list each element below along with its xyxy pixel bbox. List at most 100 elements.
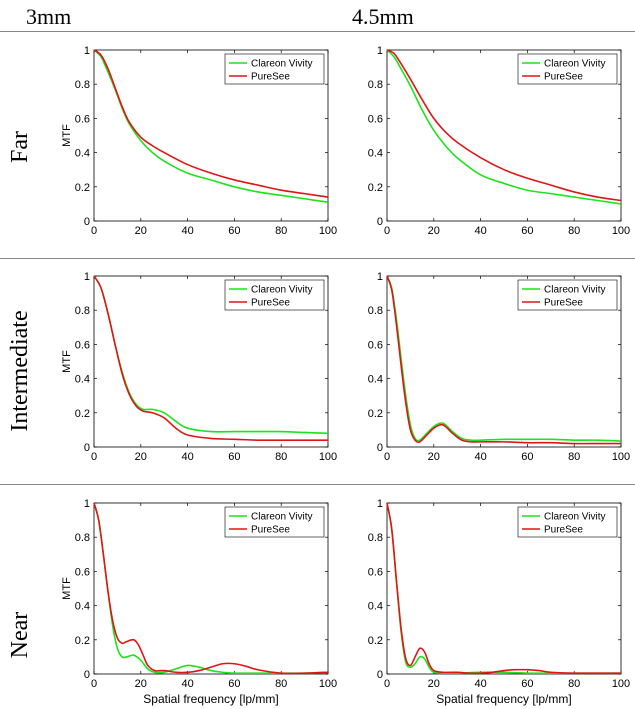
y-tick-label: 0: [377, 216, 383, 228]
x-tick-label: 20: [135, 225, 147, 237]
x-tick-label: 20: [428, 678, 440, 690]
series-line-puresee: [93, 502, 329, 675]
x-tick-label: 0: [91, 225, 97, 237]
y-tick-label: 0.6: [75, 339, 90, 351]
x-tick-label: 0: [384, 225, 390, 237]
y-tick-label: 0.8: [75, 532, 90, 544]
x-tick-label: 80: [568, 451, 580, 463]
y-tick-label: 0: [84, 216, 90, 228]
y-tick-label: 0.6: [368, 113, 383, 125]
legend-label-clareon-vivity: Clareon Vivity: [251, 285, 313, 296]
y-tick-label: 0.2: [368, 408, 383, 420]
legend-label-puresee: PureSee: [544, 298, 583, 309]
series-line-puresee: [386, 502, 621, 675]
series-line-clareon-vivity: [386, 49, 622, 205]
legend: Clareon Vivity PureSee: [224, 506, 325, 538]
y-tick-label: 1: [377, 498, 383, 510]
y-tick-label: 0.2: [75, 182, 90, 194]
x-tick-label: 20: [135, 451, 147, 463]
x-axis-label: Spatial frequency [lp/mm]: [436, 692, 571, 706]
series-line-puresee: [386, 275, 621, 445]
chart-intermediate-3mm: 0 20 40 60 80 100 0 0.2 0.4 0.6 0.8 1 MTF Clareon Viv…: [61, 271, 337, 463]
y-tick-label: 0.8: [75, 79, 90, 91]
y-tick-label: 0: [84, 669, 90, 681]
x-tick-label: 40: [181, 225, 193, 237]
y-tick-label: 0.2: [75, 635, 90, 647]
y-tick-label: 0: [377, 442, 383, 454]
y-tick-label: 0.8: [75, 305, 90, 317]
y-tick-label: 0: [84, 442, 90, 454]
legend: Clareon Vivity PureSee: [517, 506, 618, 538]
legend-box: [517, 506, 618, 538]
x-tick-label: 40: [181, 678, 193, 690]
x-tick-label: 40: [474, 451, 486, 463]
x-tick-label: 60: [228, 678, 240, 690]
legend: Clareon Vivity PureSee: [517, 53, 618, 85]
series-line-clareon-vivity: [386, 275, 622, 442]
y-tick-label: 0.4: [368, 374, 383, 386]
divider-far-intermediate: [0, 258, 635, 259]
column-header-3mm: 3mm: [26, 4, 72, 29]
chart-intermediate-4.5mm: 0 20 40 60 80 100 0 0.2 0.4 0.6 0.8 1 Clareon Vivity…: [368, 271, 630, 463]
y-tick-label: 1: [377, 45, 383, 57]
x-tick-label: 80: [275, 678, 287, 690]
legend-label-puresee: PureSee: [544, 525, 583, 536]
x-tick-label: 40: [181, 451, 193, 463]
series-line-clareon-vivity: [93, 49, 329, 203]
x-tick-label: 100: [319, 678, 337, 690]
legend-label-puresee: PureSee: [251, 525, 290, 536]
legend-label-clareon-vivity: Clareon Vivity: [544, 59, 606, 70]
y-tick-label: 0.4: [368, 148, 383, 160]
x-tick-label: 100: [319, 225, 337, 237]
y-tick-label: 0.6: [368, 566, 383, 578]
y-tick-label: 1: [84, 498, 90, 510]
x-tick-label: 0: [91, 451, 97, 463]
y-tick-label: 0.2: [368, 182, 383, 194]
y-tick-label: 0.6: [75, 566, 90, 578]
legend-box: [224, 53, 325, 85]
x-tick-label: 60: [521, 225, 533, 237]
x-tick-label: 60: [228, 225, 240, 237]
legend-box: [517, 279, 618, 311]
x-tick-label: 40: [474, 678, 486, 690]
x-tick-label: 60: [228, 451, 240, 463]
x-tick-label: 80: [275, 225, 287, 237]
y-tick-label: 0: [377, 669, 383, 681]
y-tick-label: 0.4: [75, 374, 90, 386]
column-header-4.5mm: 4.5mm: [352, 4, 414, 29]
x-tick-label: 100: [612, 225, 630, 237]
x-tick-label: 0: [384, 678, 390, 690]
series-line-puresee: [386, 49, 622, 202]
y-axis-label: MTF: [61, 350, 73, 373]
y-tick-label: 1: [84, 271, 90, 283]
legend: Clareon Vivity PureSee: [224, 53, 325, 85]
legend-label-puresee: PureSee: [544, 72, 583, 83]
legend-box: [224, 279, 325, 311]
series-line-puresee: [93, 49, 329, 198]
legend-label-clareon-vivity: Clareon Vivity: [251, 512, 313, 523]
y-tick-label: 0.8: [368, 532, 383, 544]
y-axis-label: MTF: [61, 124, 73, 147]
chart-near-4.5mm: 0 20 40 60 80 100 0 0.2 0.4 0.6 0.8 1 Spatial freque…: [368, 498, 630, 706]
y-tick-label: 1: [377, 271, 383, 283]
x-axis-label: Spatial frequency [lp/mm]: [143, 692, 278, 706]
legend-label-puresee: PureSee: [251, 298, 290, 309]
divider-intermediate-near: [0, 484, 635, 485]
x-tick-label: 80: [275, 451, 287, 463]
y-tick-label: 0.6: [75, 113, 90, 125]
legend: Clareon Vivity PureSee: [517, 279, 618, 311]
x-tick-label: 80: [568, 678, 580, 690]
chart-far-4.5mm: 0 20 40 60 80 100 0 0.2 0.4 0.6 0.8 1 Clareon Vivity…: [368, 45, 630, 237]
legend-label-clareon-vivity: Clareon Vivity: [544, 285, 606, 296]
y-tick-label: 1: [84, 45, 90, 57]
y-axis-label: MTF: [61, 577, 73, 600]
x-tick-label: 40: [474, 225, 486, 237]
x-tick-label: 20: [428, 451, 440, 463]
y-tick-label: 0.6: [368, 339, 383, 351]
y-tick-label: 0.4: [75, 148, 90, 160]
chart-near-3mm: 0 20 40 60 80 100 0 0.2 0.4 0.6 0.8 1 MTF Spatial fre…: [61, 498, 337, 706]
y-tick-label: 0.2: [75, 408, 90, 420]
x-tick-label: 60: [521, 678, 533, 690]
x-tick-label: 100: [612, 451, 630, 463]
